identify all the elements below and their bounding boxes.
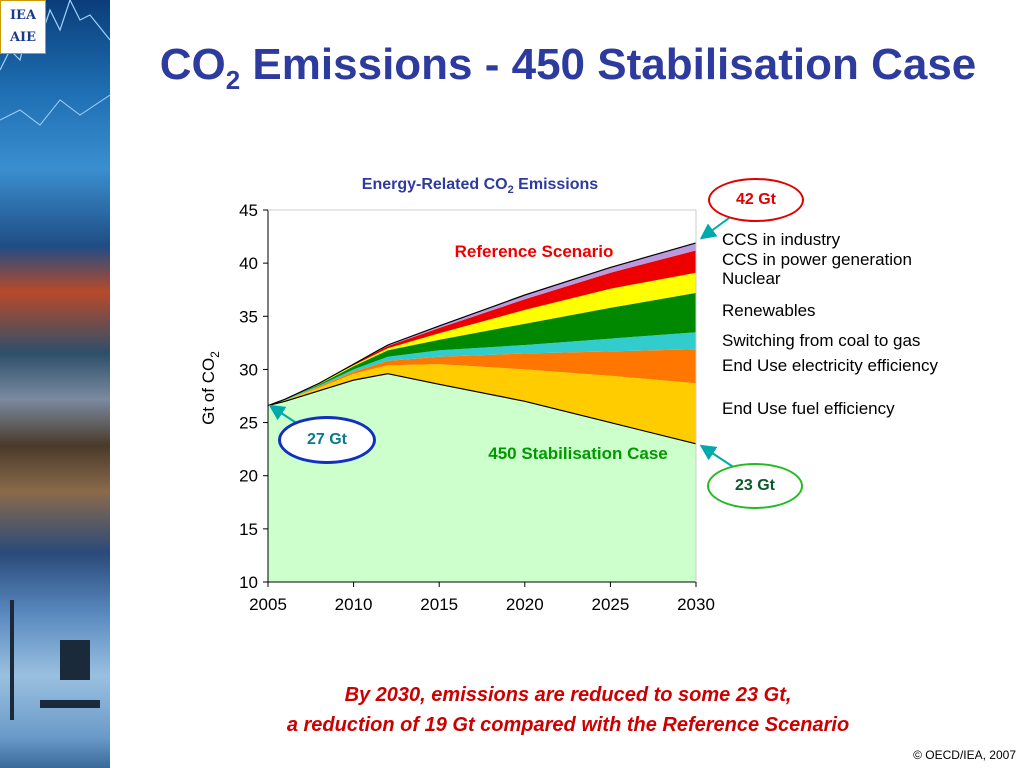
x-tick-label: 2030 — [677, 595, 715, 614]
area-end-use-fuel-efficiency — [268, 364, 696, 444]
iea-logo: IEA AIE — [0, 0, 46, 54]
x-tick-label: 2025 — [591, 595, 629, 614]
y-tick-label: 10 — [239, 573, 258, 592]
caption-line-1: By 2030, emissions are reduced to some 2… — [344, 684, 792, 706]
caption-line-2: a reduction of 19 Gt compared with the R… — [286, 714, 850, 736]
stock-chart-decoration — [0, 0, 110, 720]
reference-scenario-line — [267, 242, 697, 407]
legend-renewables: Renewables — [722, 301, 816, 320]
area-450-stabilisation — [268, 373, 696, 582]
area-end-use-electricity-efficiency — [268, 349, 696, 406]
legend-coal-to-gas: Switching from coal to gas — [722, 331, 921, 350]
start-value-callout: 27 Gt — [278, 416, 376, 464]
stabilisation-case-label: 450 Stabilisation Case — [488, 444, 668, 463]
area-ccs-in-industry — [268, 242, 696, 406]
copyright-text: © OECD/IEA, 2007 — [913, 748, 1016, 762]
slide-caption: By 2030, emissions are reduced to some 2… — [112, 680, 1024, 740]
x-tick-label: 2005 — [249, 595, 287, 614]
y-tick-label: 35 — [239, 307, 258, 326]
legend-ccs-industry: CCS in industry — [722, 230, 841, 249]
area-nuclear — [268, 272, 696, 406]
area-renewables — [268, 292, 696, 406]
stabilisation-2030-callout: 23 Gt — [707, 463, 803, 509]
slide-title: CO2 Emissions - 450 Stabilisation Case — [159, 40, 977, 95]
x-tick-label: 2010 — [335, 595, 373, 614]
legend-nuclear: Nuclear — [722, 269, 781, 288]
area-switching-from-coal-to-gas — [268, 332, 696, 406]
y-tick-label: 45 — [239, 201, 258, 220]
legend-electricity-efficiency: End Use electricity efficiency — [722, 356, 939, 375]
legend-ccs-power: CCS in power generation — [722, 250, 912, 269]
stabilisation-line — [267, 373, 697, 445]
y-tick-label: 20 — [239, 467, 258, 486]
decorative-sidebar: IEA AIE — [0, 0, 110, 768]
legend-fuel-efficiency: End Use fuel efficiency — [722, 399, 895, 418]
y-tick-label: 25 — [239, 414, 258, 433]
y-tick-label: 30 — [239, 360, 258, 379]
y-tick-label: 15 — [239, 520, 258, 539]
area-ccs-in-power-generation — [268, 250, 696, 406]
y-tick-label: 40 — [239, 254, 258, 273]
x-tick-label: 2020 — [506, 595, 544, 614]
reference-2030-callout: 42 Gt — [708, 178, 804, 222]
x-tick-label: 2015 — [420, 595, 458, 614]
y-axis-label: Gt of CO2 — [199, 351, 222, 425]
reference-scenario-label: Reference Scenario — [455, 242, 614, 261]
chart-title: Energy-Related CO2 Emissions — [361, 176, 599, 197]
